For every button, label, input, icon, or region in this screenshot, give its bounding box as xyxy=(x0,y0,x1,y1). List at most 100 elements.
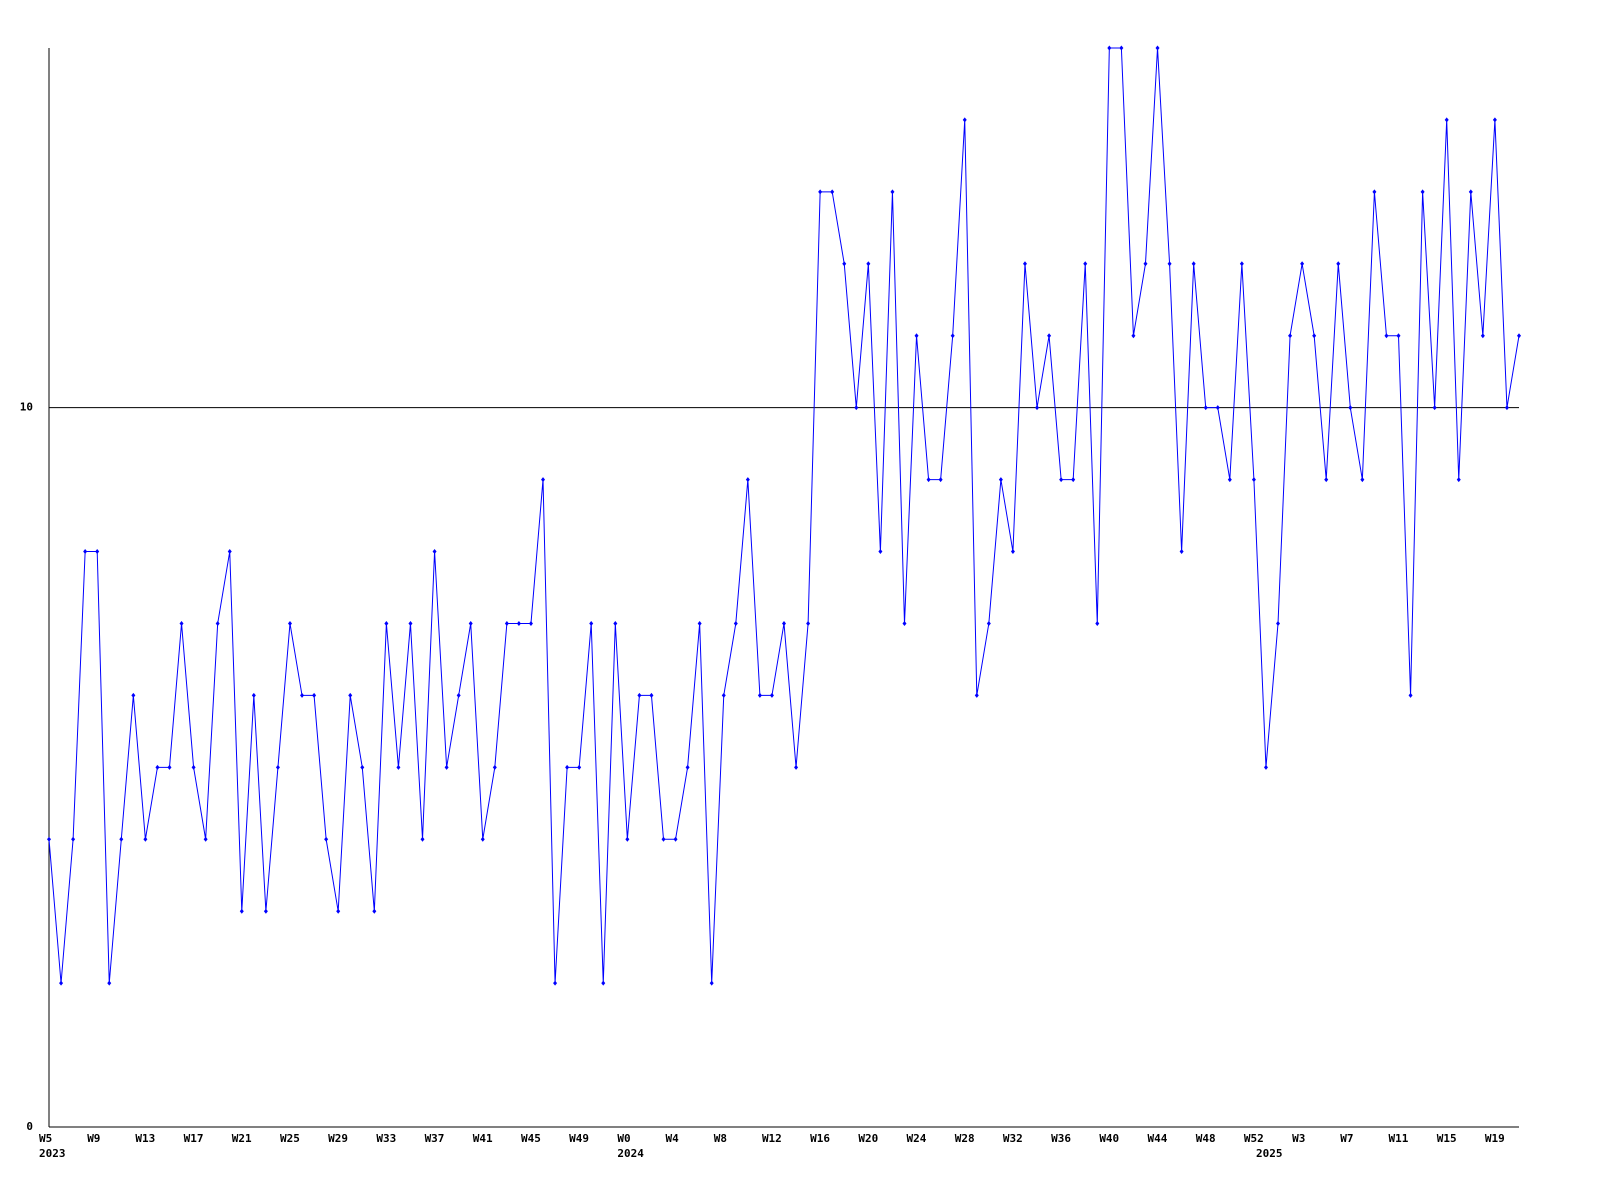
point-marker xyxy=(324,836,329,842)
point-marker xyxy=(733,620,738,626)
point-marker xyxy=(348,692,353,698)
point-marker xyxy=(1263,764,1268,770)
point-marker xyxy=(914,333,919,339)
point-marker xyxy=(504,620,509,626)
x-tick-label: W7 xyxy=(1340,1132,1353,1145)
point-marker xyxy=(179,620,184,626)
point-marker xyxy=(541,477,546,483)
point-marker xyxy=(902,620,907,626)
point-marker xyxy=(782,620,786,626)
x-tick-label: W9 xyxy=(87,1132,100,1145)
point-marker xyxy=(1155,45,1160,51)
point-marker xyxy=(769,692,774,698)
x-tick-label: W45 xyxy=(521,1132,541,1145)
point-marker xyxy=(1047,333,1052,339)
x-tick-label: W28 xyxy=(955,1132,975,1145)
point-marker xyxy=(480,836,485,842)
point-marker xyxy=(384,620,389,626)
point-marker xyxy=(227,549,232,555)
point-marker xyxy=(1022,261,1027,267)
x-tick-label: W3 xyxy=(1292,1132,1305,1145)
x-tick-label: W36 xyxy=(1051,1132,1071,1145)
point-marker xyxy=(372,908,377,914)
point-marker xyxy=(757,692,762,698)
point-marker xyxy=(1167,261,1172,267)
point-marker xyxy=(215,620,220,626)
x-tick-label: W16 xyxy=(810,1132,830,1145)
point-marker xyxy=(420,836,425,842)
point-marker xyxy=(962,117,967,123)
point-marker xyxy=(1131,333,1136,339)
point-marker xyxy=(155,764,160,770)
point-marker xyxy=(613,620,618,626)
point-marker xyxy=(1095,620,1100,626)
point-marker xyxy=(1276,620,1281,626)
point-marker xyxy=(492,764,497,770)
point-marker xyxy=(432,549,437,555)
x-tick-label: W15 xyxy=(1437,1132,1457,1145)
point-marker xyxy=(312,692,317,698)
point-marker xyxy=(625,836,630,842)
point-marker xyxy=(1348,405,1353,411)
point-marker xyxy=(1504,405,1509,411)
point-marker xyxy=(950,333,955,339)
point-marker xyxy=(1468,189,1473,195)
x-tick-label: W11 xyxy=(1389,1132,1409,1145)
point-marker xyxy=(1251,477,1256,483)
point-marker xyxy=(71,836,76,842)
point-marker xyxy=(1408,692,1413,698)
point-marker xyxy=(842,261,847,267)
point-marker xyxy=(1396,333,1401,339)
point-marker xyxy=(1191,261,1196,267)
point-marker xyxy=(998,477,1003,483)
point-marker xyxy=(1300,261,1305,267)
point-marker xyxy=(468,620,473,626)
point-marker xyxy=(1444,117,1449,123)
point-marker xyxy=(287,620,292,626)
point-marker xyxy=(1492,117,1497,123)
x-tick-label: W4 xyxy=(666,1132,680,1145)
point-marker xyxy=(336,908,341,914)
x-tick-label: W24 xyxy=(907,1132,927,1145)
point-marker xyxy=(300,692,305,698)
x-year-label: 2024 xyxy=(617,1147,644,1160)
point-marker xyxy=(938,477,943,483)
point-marker xyxy=(601,980,606,986)
point-marker xyxy=(1119,45,1124,51)
point-marker xyxy=(577,764,582,770)
point-marker xyxy=(685,764,690,770)
x-tick-label: W20 xyxy=(858,1132,878,1145)
x-tick-label: W44 xyxy=(1148,1132,1168,1145)
point-marker xyxy=(1071,477,1076,483)
x-tick-label: W13 xyxy=(135,1132,155,1145)
point-marker xyxy=(1456,477,1461,483)
point-marker xyxy=(565,764,570,770)
x-tick-label: W40 xyxy=(1099,1132,1119,1145)
point-marker xyxy=(1517,333,1521,339)
x-tick-label: W32 xyxy=(1003,1132,1023,1145)
point-marker xyxy=(95,549,100,555)
x-tick-label: W12 xyxy=(762,1132,782,1145)
x-tick-label: W25 xyxy=(280,1132,300,1145)
series-line xyxy=(48,47,1520,984)
x-year-label: 2025 xyxy=(1256,1147,1283,1160)
point-marker xyxy=(516,620,521,626)
point-marker xyxy=(878,549,883,555)
point-marker xyxy=(1480,333,1485,339)
point-marker xyxy=(1010,549,1015,555)
point-marker xyxy=(637,692,642,698)
point-marker xyxy=(275,764,280,770)
point-marker xyxy=(1035,405,1040,411)
x-tick-label: W17 xyxy=(184,1132,204,1145)
point-marker xyxy=(553,980,558,986)
point-marker xyxy=(408,620,413,626)
point-marker xyxy=(806,620,811,626)
point-marker xyxy=(709,980,714,986)
point-marker xyxy=(697,620,702,626)
point-marker xyxy=(1107,45,1112,51)
point-marker xyxy=(1336,261,1341,267)
x-tick-label: W8 xyxy=(714,1132,727,1145)
point-marker xyxy=(1372,189,1377,195)
point-marker xyxy=(59,980,64,986)
